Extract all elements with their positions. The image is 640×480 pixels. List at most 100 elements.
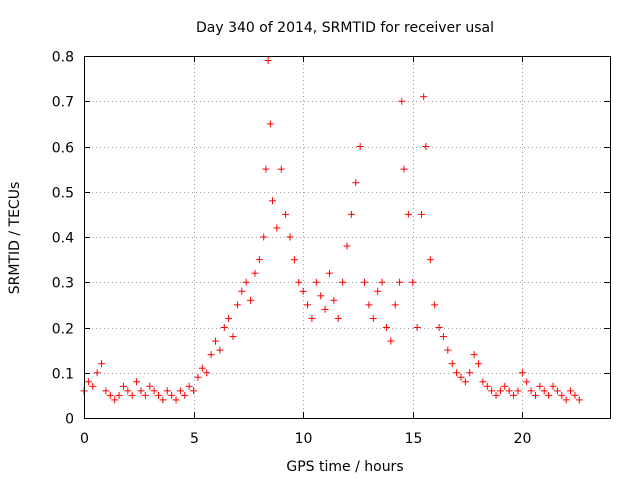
data-point	[352, 179, 360, 187]
data-point	[128, 391, 136, 399]
data-point	[141, 391, 149, 399]
y-tick-label: 0.4	[52, 231, 74, 247]
data-point	[439, 333, 447, 341]
data-point	[404, 210, 412, 218]
data-point	[317, 292, 325, 300]
data-point	[356, 143, 364, 150]
data-point	[159, 396, 167, 404]
data-point	[266, 120, 274, 128]
data-point	[531, 391, 539, 399]
data-point	[483, 382, 491, 390]
data-point	[409, 278, 417, 286]
data-point	[268, 197, 276, 205]
data-point	[203, 369, 211, 377]
data-point	[251, 269, 259, 277]
data-point	[545, 391, 553, 399]
data-point	[286, 233, 294, 241]
data-point	[453, 369, 461, 377]
data-point	[391, 301, 399, 309]
data-point	[247, 296, 255, 304]
data-point	[290, 256, 298, 264]
y-axis-title: SRMTID / TECUs	[7, 182, 23, 295]
data-point	[185, 382, 193, 390]
data-point	[466, 369, 474, 377]
data-point	[93, 369, 101, 377]
x-axis-title: GPS time / hours	[286, 459, 403, 475]
data-point	[299, 287, 307, 295]
data-point	[339, 278, 347, 286]
data-point	[334, 314, 342, 322]
data-point	[133, 378, 141, 386]
data-point	[233, 301, 241, 309]
data-point	[163, 387, 171, 395]
data-point	[146, 382, 154, 390]
x-tick-label: 0	[80, 431, 89, 447]
data-point	[413, 324, 421, 331]
data-point	[168, 391, 176, 399]
data-point	[176, 387, 184, 395]
data-point	[98, 360, 106, 368]
data-point	[212, 337, 219, 345]
data-point	[277, 165, 285, 173]
data-point	[84, 378, 92, 386]
data-point	[426, 256, 434, 264]
y-tick-label: 0.6	[52, 141, 74, 157]
data-point	[540, 387, 548, 395]
data-point	[255, 256, 263, 264]
data-point	[242, 278, 250, 286]
data-point	[400, 165, 408, 173]
y-tick-label: 0.2	[52, 322, 74, 338]
data-point	[475, 360, 482, 368]
labels-layer: 0 0.1 0.2 0.3 0.4 0.5 0.6 0.7 0.8 0 5 10 15 20	[52, 50, 532, 448]
data-point	[479, 378, 487, 386]
data-point	[312, 278, 320, 286]
data-point	[567, 387, 575, 395]
data-point	[220, 324, 228, 331]
data-point	[225, 314, 233, 322]
y-tick-label: 0.8	[52, 50, 74, 66]
data-point	[325, 269, 333, 277]
data-point	[496, 387, 504, 395]
y-tick-label: 0.7	[52, 95, 74, 111]
x-tick-label: 20	[514, 431, 532, 447]
data-point	[527, 387, 535, 395]
data-point	[111, 396, 119, 404]
data-point	[387, 337, 395, 345]
data-point	[330, 296, 338, 304]
data-point	[198, 364, 206, 372]
x-tick-label: 15	[405, 431, 423, 447]
data-point	[396, 278, 404, 286]
data-point	[435, 324, 443, 331]
data-point	[523, 378, 531, 386]
data-point	[89, 382, 97, 390]
data-point	[510, 391, 518, 399]
data-point	[365, 301, 373, 309]
data-point	[514, 387, 522, 395]
data-point	[155, 391, 163, 399]
data-point	[398, 97, 406, 105]
data-point	[418, 210, 426, 218]
data-point	[369, 314, 377, 322]
data-point	[321, 305, 329, 313]
data-point	[361, 278, 369, 286]
data-point	[378, 278, 386, 286]
data-point	[216, 346, 224, 354]
data-point	[505, 387, 513, 395]
y-tick-label: 0.1	[52, 367, 74, 383]
data-point	[553, 387, 561, 395]
data-point	[172, 396, 180, 404]
data-point	[207, 351, 215, 359]
data-point	[575, 396, 583, 404]
data-point	[264, 57, 272, 65]
chart-title: Day 340 of 2014, SRMTID for receiver usa…	[196, 20, 494, 36]
data-point	[444, 346, 452, 354]
data-point	[488, 387, 496, 395]
data-point	[492, 391, 500, 399]
data-point	[536, 382, 544, 390]
x-tick-label: 5	[190, 431, 199, 447]
data-point	[102, 387, 110, 395]
data-point	[282, 210, 290, 218]
data-point	[431, 301, 439, 309]
